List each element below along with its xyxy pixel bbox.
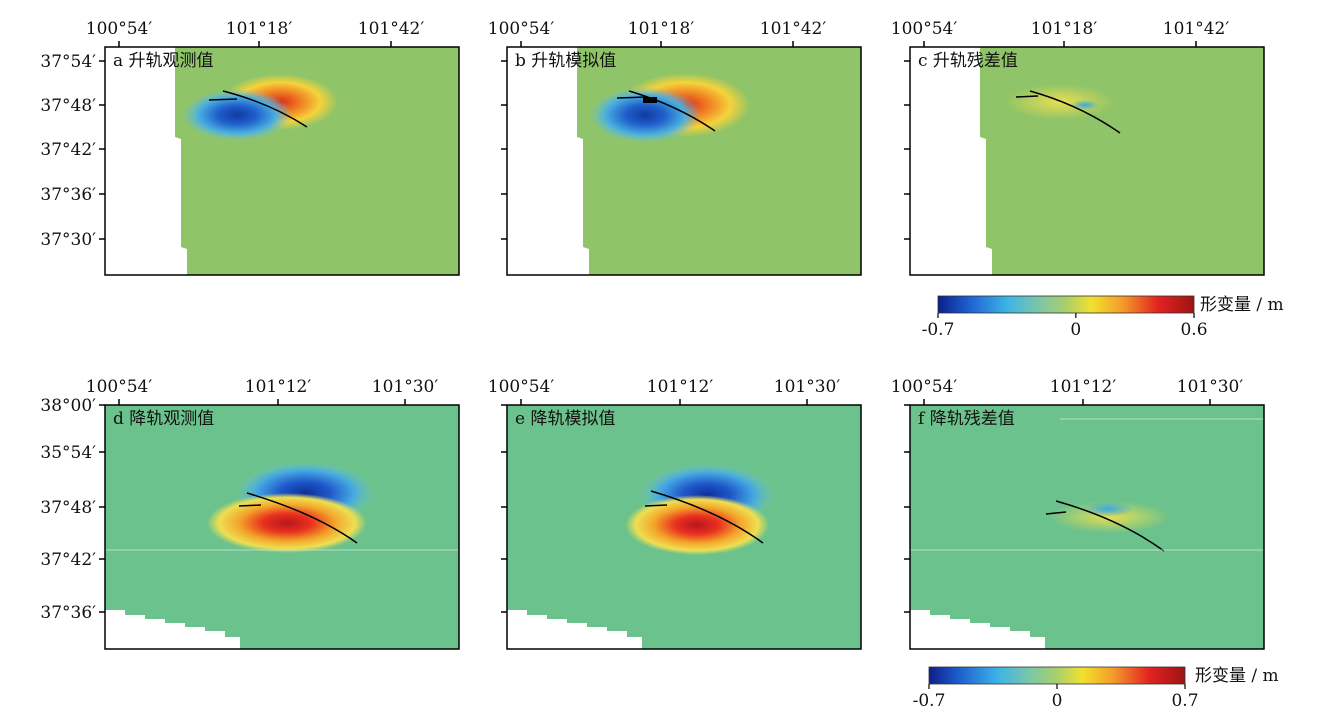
colorbar-gradient [937,295,1195,314]
y-tick-label: 35°54′ [40,443,96,463]
x-tick-label: 101°18′ [226,19,293,39]
fault-trace-branch [238,504,262,507]
panel-label: b 升轨模拟值 [515,51,616,71]
panel-c-ascending-residual: c 升轨残差值 100°54′ 101°18′ 101°42′ [891,19,1265,276]
x-tick-label: 100°54′ [86,377,153,397]
x-tick-label: 101°42′ [358,19,425,39]
residual-anomaly-negative [1082,501,1134,517]
colorbar-ascending: 形变量 / m -0.7 0 0.6 [922,295,1284,340]
y-tick-label: 37°42′ [40,550,96,570]
y-tick-label: 37°54′ [40,52,96,72]
panel-label: d 降轨观测值 [113,409,214,429]
y-axis-ticks [501,404,507,613]
uplift-lobe [625,495,769,555]
x-tick-label: 100°54′ [488,19,555,39]
map-frame [104,46,460,276]
x-tick-label: 101°12′ [245,377,312,397]
y-tick-label: 37°42′ [40,140,96,160]
no-data-area [105,47,187,275]
map-frame [506,46,862,276]
y-tick-label: 37°48′ [40,96,96,116]
x-tick-label: 101°18′ [628,19,695,39]
no-data-area [507,610,642,649]
x-tick-label: 101°30′ [1177,377,1244,397]
map-frame [909,46,1265,276]
y-tick-label: 37°36′ [40,603,96,623]
x-tick-label: 100°54′ [891,19,958,39]
fault-trace-branch [644,504,668,507]
colorbar-title: 形变量 / m [1200,295,1284,315]
x-tick-label: 101°42′ [1163,19,1230,39]
panel-label: f 降轨残差值 [918,409,1015,429]
fault-trace [246,492,358,544]
y-axis-ticks: 37°54′ 37°48′ 37°42′ 37°36′ 37°30′ [40,52,105,250]
x-axis-ticks: 100°54′ 101°12′ 101°30′ [86,377,439,405]
x-tick-label: 101°30′ [774,377,841,397]
fault-trace [1055,500,1165,552]
x-tick-label: 100°54′ [488,377,555,397]
no-data-area [507,47,589,275]
subsidence-lobe [182,89,292,141]
colorbar-tick-label: 0 [1070,320,1081,340]
subsidence-lobe [589,87,701,143]
fault-trace [222,90,308,128]
colorbar-gradient [928,666,1186,685]
panel-label: e 降轨模拟值 [515,409,615,429]
colorbar-ticks: -0.7 0 0.7 [913,684,1199,711]
residual-anomaly-negative [1071,100,1099,110]
panel-e-descending-modeled: e 降轨模拟值 100°54′ 101°12′ 101°30′ [488,377,862,650]
x-axis-ticks: 100°54′ 101°18′ 101°42′ [488,19,827,47]
colorbar-tick-label: -0.7 [922,320,955,340]
y-axis-ticks: 38°00′ 35°54′ 37°48′ 37°42′ 37°36′ [40,396,105,623]
panel-f-descending-residual: f 降轨残差值 100°54′ 101°12′ 101°30′ [891,377,1265,650]
y-tick-label: 37°48′ [40,498,96,518]
colorbar-tick-label: -0.7 [913,691,946,711]
y-axis-ticks [904,404,910,613]
x-tick-label: 101°30′ [372,377,439,397]
y-tick-label: 38°00′ [40,396,96,416]
x-tick-label: 101°12′ [647,377,714,397]
fault-trace-branch [616,96,646,99]
colorbar-title: 形变量 / m [1195,666,1279,686]
no-data-area [105,610,240,649]
x-axis-ticks: 100°54′ 101°12′ 101°30′ [891,377,1244,405]
panel-a-ascending-observed: a 升轨观测值 100°54′ 101°18′ 101°42′ 37°54′ 37°4… [40,19,460,276]
fault-trace [650,490,764,544]
x-tick-label: 101°12′ [1050,377,1117,397]
x-tick-label: 101°18′ [1031,19,1098,39]
x-axis-ticks: 100°54′ 101°18′ 101°42′ [891,19,1230,47]
fault-trace-branch [1045,511,1067,515]
fault-trace-branch [1015,95,1039,98]
x-tick-label: 101°42′ [760,19,827,39]
panel-d-descending-observed: d 降轨观测值 100°54′ 101°12′ 101°30′ 38°00′ 35°5… [40,377,460,650]
panel-b-ascending-modeled: b 升轨模拟值 100°54′ 101°18′ 101°42′ [488,19,862,276]
colorbar-ticks: -0.7 0 0.6 [922,313,1208,340]
colorbar-descending: 形变量 / m -0.7 0 0.7 [913,666,1279,711]
panel-label: c 升轨残差值 [918,51,1018,71]
residual-anomaly [1005,84,1115,120]
x-axis-ticks: 100°54′ 101°12′ 101°30′ [488,377,841,405]
no-data-area [910,47,1000,275]
map-frame [104,404,460,650]
fault-trace [628,90,716,132]
map-frame [909,404,1265,650]
y-axis-ticks [501,60,507,240]
colorbar-tick-label: 0.7 [1171,691,1198,711]
y-tick-label: 37°36′ [40,185,96,205]
x-axis-ticks: 100°54′ 101°18′ 101°42′ [86,19,425,47]
x-tick-label: 100°54′ [891,377,958,397]
colorbar-tick-label: 0.6 [1180,320,1207,340]
y-axis-ticks [904,60,910,240]
fault-patch [643,97,657,103]
y-tick-label: 37°30′ [40,230,96,250]
panel-label: a 升轨观测值 [113,51,214,71]
colorbar-tick-label: 0 [1052,691,1063,711]
x-tick-label: 100°54′ [86,19,153,39]
fault-trace-branch [208,98,238,101]
uplift-lobe [207,493,367,553]
fault-trace [1029,90,1121,134]
no-data-area [910,610,1045,649]
map-frame [506,404,862,650]
